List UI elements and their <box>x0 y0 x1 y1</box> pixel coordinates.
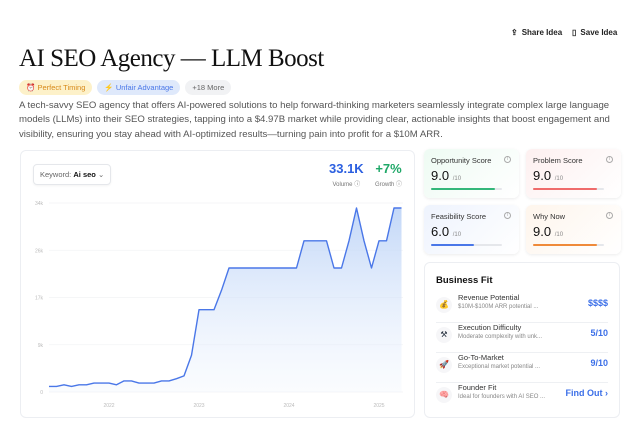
trend-chart-card: Keyword: Ai seo ⌄ 33.1K Volume ⓘ +7% Growt… <box>20 150 415 418</box>
y-tick-label: 0 <box>40 390 43 396</box>
score-card-why-now: Why Now i 9.0 /10 <box>526 205 621 254</box>
volume-chart: 0 9k 17k 26k 34k 2022 2023 2024 2025 <box>35 201 403 409</box>
growth-metric: +7% Growth ⓘ <box>375 161 403 188</box>
score-bar <box>431 188 502 190</box>
more-tags-button[interactable]: +18 More <box>185 80 232 95</box>
business-fit-row: 🚀 Go-To-Market Exceptional market potentia… <box>436 353 608 383</box>
business-fit-card: Business Fit 💰 Revenue Potential $10M-$100… <box>424 262 620 418</box>
share-icon: ⇪ <box>511 28 518 37</box>
business-fit-row[interactable]: 🧠 Founder Fit Ideal for founders with AI S… <box>436 383 608 413</box>
tag-perfect-timing[interactable]: ⏰ Perfect Timing <box>19 80 93 95</box>
volume-metric: 33.1K Volume ⓘ <box>329 161 364 188</box>
info-icon[interactable]: i <box>504 156 511 163</box>
share-idea-button[interactable]: ⇪ Share Idea <box>511 28 563 37</box>
business-fit-row: ⚒ Execution Difficulty Moderate complexity… <box>436 323 608 353</box>
x-tick-label: 2024 <box>283 403 294 409</box>
score-card-opportunity-score: Opportunity Score i 9.0 /10 <box>424 149 519 198</box>
tag-unfair-advantage[interactable]: ⚡ Unfair Advantage <box>97 80 181 95</box>
x-tick-label: 2023 <box>193 403 204 409</box>
save-idea-button[interactable]: ▯ Save Idea <box>572 28 618 37</box>
score-bar <box>533 244 604 246</box>
volume-line <box>49 207 402 388</box>
y-tick-label: 26k <box>35 248 44 254</box>
business-fit-row: 💰 Revenue Potential $10M-$100M ARR potenti… <box>436 293 608 323</box>
info-icon: ⓘ <box>354 182 361 188</box>
money-bag-icon: 💰 <box>436 297 452 313</box>
lightning-icon: ⚡ <box>104 83 114 92</box>
chevron-down-icon: ⌄ <box>97 170 105 179</box>
area-fill <box>49 208 402 392</box>
score-bar <box>431 244 502 246</box>
x-tick-label: 2025 <box>373 403 384 409</box>
y-tick-label: 34k <box>35 201 44 207</box>
rocket-icon: 🚀 <box>436 357 452 373</box>
brain-icon: 🧠 <box>436 387 452 403</box>
score-card-problem-score: Problem Score i 9.0 /10 <box>526 149 621 198</box>
keyword-dropdown[interactable]: Keyword: Ai seo ⌄ <box>33 164 112 185</box>
y-tick-label: 17k <box>35 296 44 302</box>
y-tick-label: 9k <box>38 343 44 349</box>
info-icon[interactable]: i <box>504 212 511 219</box>
description: A tech-savvy SEO agency that offers AI-p… <box>19 100 610 140</box>
bookmark-icon: ▯ <box>572 28 577 37</box>
tools-icon: ⚒ <box>436 327 452 343</box>
x-tick-label: 2022 <box>103 403 114 409</box>
alarm-clock-icon: ⏰ <box>26 83 36 92</box>
business-fit-title: Business Fit <box>436 275 493 286</box>
score-card-feasibility-score: Feasibility Score i 6.0 /10 <box>424 205 519 254</box>
score-bar <box>533 188 604 190</box>
page-title: AI SEO Agency — LLM Boost <box>19 45 324 72</box>
info-icon: ⓘ <box>396 182 403 188</box>
info-icon[interactable]: i <box>606 156 613 163</box>
info-icon[interactable]: i <box>606 212 613 219</box>
